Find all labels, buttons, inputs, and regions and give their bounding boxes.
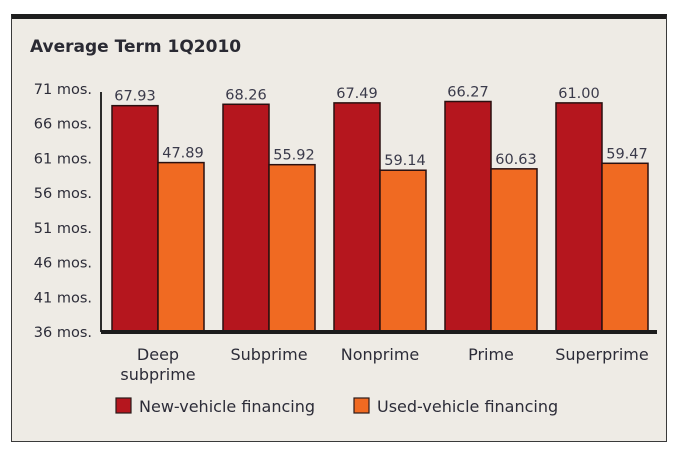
bar-new-vehicle (555, 102, 603, 333)
y-tick-label: 61 mos. (34, 151, 92, 167)
x-tick-label: subprime (120, 365, 195, 384)
bars-group: 67.93 47.89 68.26 55.92 67.49 59.14 66.27 60.63… (111, 84, 649, 333)
data-label-used-vehicle: 60.63 (495, 152, 537, 168)
x-tick-label: Subprime (230, 345, 307, 364)
data-label-used-vehicle: 59.14 (384, 153, 426, 169)
data-label-new-vehicle: 67.49 (336, 86, 378, 102)
y-tick-label: 71 mos. (34, 82, 92, 98)
bar-used-vehicle (379, 169, 427, 333)
bar-used-vehicle (601, 162, 649, 333)
bar-new-vehicle (333, 102, 381, 333)
data-label-used-vehicle: 47.89 (162, 146, 204, 162)
y-tick-label: 41 mos. (34, 290, 92, 306)
legend-label-used-vehicle: Used-vehicle financing (377, 397, 558, 416)
y-tick-label: 46 mos. (34, 256, 92, 272)
x-tick-label: Deep (137, 345, 179, 364)
data-label-new-vehicle: 68.26 (225, 87, 267, 103)
data-label-new-vehicle: 67.93 (114, 89, 156, 105)
x-axis-baseline (101, 330, 657, 334)
y-axis-ticks: 71 mos. 66 mos. 61 mos. 56 mos. 51 mos. 46 mo… (34, 82, 92, 341)
x-tick-label: Superprime (555, 345, 648, 364)
y-tick-label: 36 mos. (34, 325, 92, 341)
bar-new-vehicle (111, 104, 159, 333)
y-tick-label: 66 mos. (34, 117, 92, 133)
x-tick-label: Nonprime (341, 345, 420, 364)
x-tick-label: Prime (468, 345, 514, 364)
legend-swatch-used-vehicle (353, 397, 370, 414)
bar-used-vehicle (157, 161, 205, 333)
bar-new-vehicle (222, 103, 270, 333)
legend-swatch-new-vehicle (115, 397, 132, 414)
chart-title: Average Term 1Q2010 (30, 37, 241, 57)
data-label-used-vehicle: 59.47 (606, 146, 648, 162)
bar-used-vehicle (490, 168, 538, 333)
y-tick-label: 56 mos. (34, 186, 92, 202)
data-label-new-vehicle: 61.00 (558, 86, 600, 102)
y-tick-label: 51 mos. (34, 221, 92, 237)
legend: New-vehicle financing Used-vehicle finan… (115, 397, 558, 416)
data-label-new-vehicle: 66.27 (447, 84, 489, 100)
data-label-used-vehicle: 55.92 (273, 148, 315, 164)
bar-used-vehicle (268, 163, 316, 333)
bar-new-vehicle (444, 100, 492, 333)
legend-label-new-vehicle: New-vehicle financing (139, 397, 315, 416)
